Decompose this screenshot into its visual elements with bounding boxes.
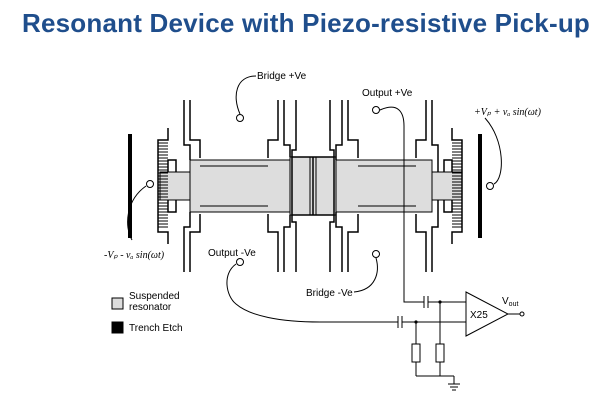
bridge-neg-label: Bridge -Ve: [306, 288, 353, 299]
bridge-pos-pad: [236, 114, 244, 122]
legend: Suspended resonator Trench Etch: [111, 291, 183, 334]
legend-swatch-resonator: [111, 297, 124, 310]
output-pos-label: Output +Ve: [362, 88, 413, 99]
suspended-resonator: [159, 156, 463, 216]
trench-outline: [183, 100, 439, 272]
output-neg-label: Output -Ve: [208, 248, 256, 259]
wiring: [226, 106, 466, 391]
drive-pos-label: +Vₚ + vₐ sin(ωt): [474, 107, 542, 118]
legend-swatch-trench: [111, 321, 124, 334]
legend-label-trench: Trench Etch: [129, 323, 183, 334]
output-neg-pad: [236, 258, 244, 266]
vout-label: Vout: [502, 296, 518, 308]
left-drive-pad: [146, 180, 154, 188]
bridge-neg-pad: [372, 250, 380, 258]
amplifier: X25 Vout: [465, 291, 525, 337]
contact-pads: [146, 106, 494, 266]
right-comb-drive: [443, 128, 482, 244]
leader-lines: [127, 75, 502, 293]
piezoresistor-link: [291, 156, 335, 216]
drive-neg-label: -Vₚ - vₐ sin(ωt): [104, 250, 165, 261]
legend-label-resonator: Suspended resonator: [129, 291, 182, 313]
left-comb-drive: [128, 128, 177, 244]
right-drive-pad: [486, 182, 494, 190]
amp-gain-label: X25: [470, 310, 488, 321]
bridge-pos-label: Bridge +Ve: [257, 71, 307, 82]
page-title: Resonant Device with Piezo-resistive Pic…: [22, 8, 590, 38]
output-pos-pad: [372, 106, 380, 114]
